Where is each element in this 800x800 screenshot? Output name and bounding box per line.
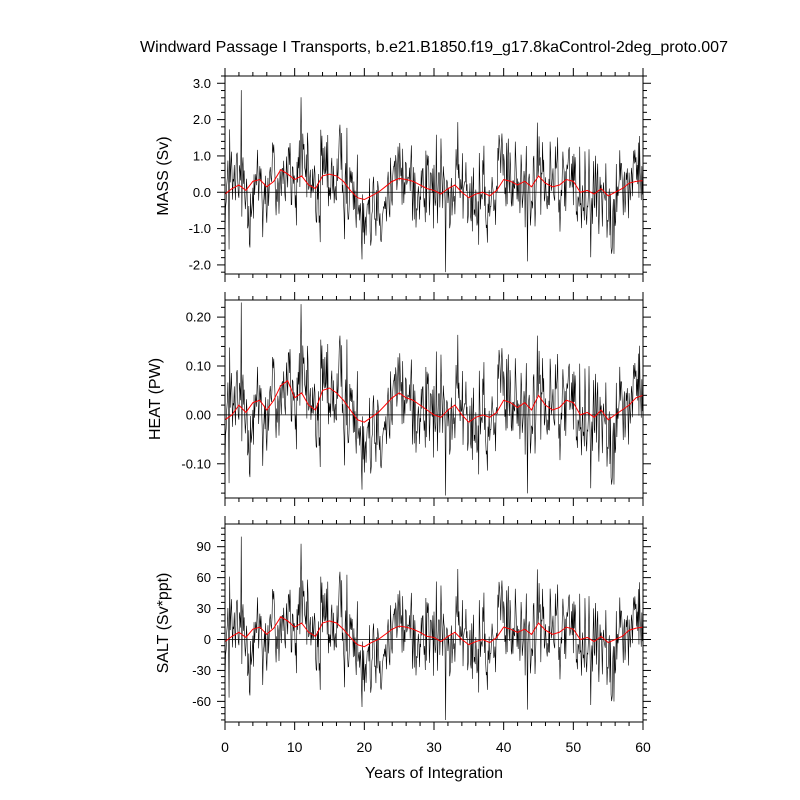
heat-ytick-label: -0.10: [181, 456, 211, 471]
mass-ytick-label: 2.0: [193, 112, 211, 127]
mass-ytick-label: -2.0: [189, 257, 211, 272]
mass-ytick-label: -1.0: [189, 221, 211, 236]
xtick-label: 30: [426, 739, 442, 755]
mass-ytick-label: 0.0: [193, 185, 211, 200]
mass-ytick-label: 1.0: [193, 148, 211, 163]
salt-panel: SALT (Sv*ppt) -60 -30 0 30 60 90 0 10 20 30 40 50 60: [155, 516, 651, 755]
xtick-label: 50: [566, 739, 582, 755]
heat-panel: HEAT (PW) -0.10 0.00 0.10 0.20: [147, 292, 651, 506]
salt-ytick-label: 0: [204, 632, 211, 647]
salt-ytick-label: 30: [197, 601, 211, 616]
heat-ytick-label: 0.00: [186, 407, 211, 422]
heat-raw-series: [225, 302, 643, 496]
xtick-label: 40: [496, 739, 512, 755]
salt-raw-series: [225, 536, 643, 720]
mass-smoothed-series: [225, 169, 643, 201]
heat-smoothed-series: [225, 379, 643, 423]
mass-panel: MASS (Sv) -2.0 -1.0 0.0 1.0 2.0 3.0: [155, 68, 651, 282]
xtick-label: 10: [287, 739, 303, 755]
mass-raw-series: [225, 90, 643, 273]
salt-ylabel: SALT (Sv*ppt): [155, 573, 172, 674]
heat-ytick-label: 0.10: [186, 359, 211, 374]
x-axis-label: Years of Integration: [365, 765, 503, 782]
salt-ytick-label: -30: [192, 663, 211, 678]
xtick-label: 20: [357, 739, 373, 755]
chart-title: Windward Passage I Transports, b.e21.B18…: [140, 39, 728, 56]
salt-smoothed-series: [225, 616, 643, 648]
xtick-label: 60: [635, 739, 651, 755]
salt-ytick-label: 90: [197, 539, 211, 554]
mass-ylabel: MASS (Sv): [155, 136, 172, 215]
heat-ytick-label: 0.20: [186, 310, 211, 325]
xtick-label: 0: [221, 739, 229, 755]
salt-ytick-label: 60: [197, 570, 211, 585]
salt-ytick-label: -60: [192, 694, 211, 709]
heat-ylabel: HEAT (PW): [147, 358, 164, 440]
mass-ytick-label: 3.0: [193, 76, 211, 91]
